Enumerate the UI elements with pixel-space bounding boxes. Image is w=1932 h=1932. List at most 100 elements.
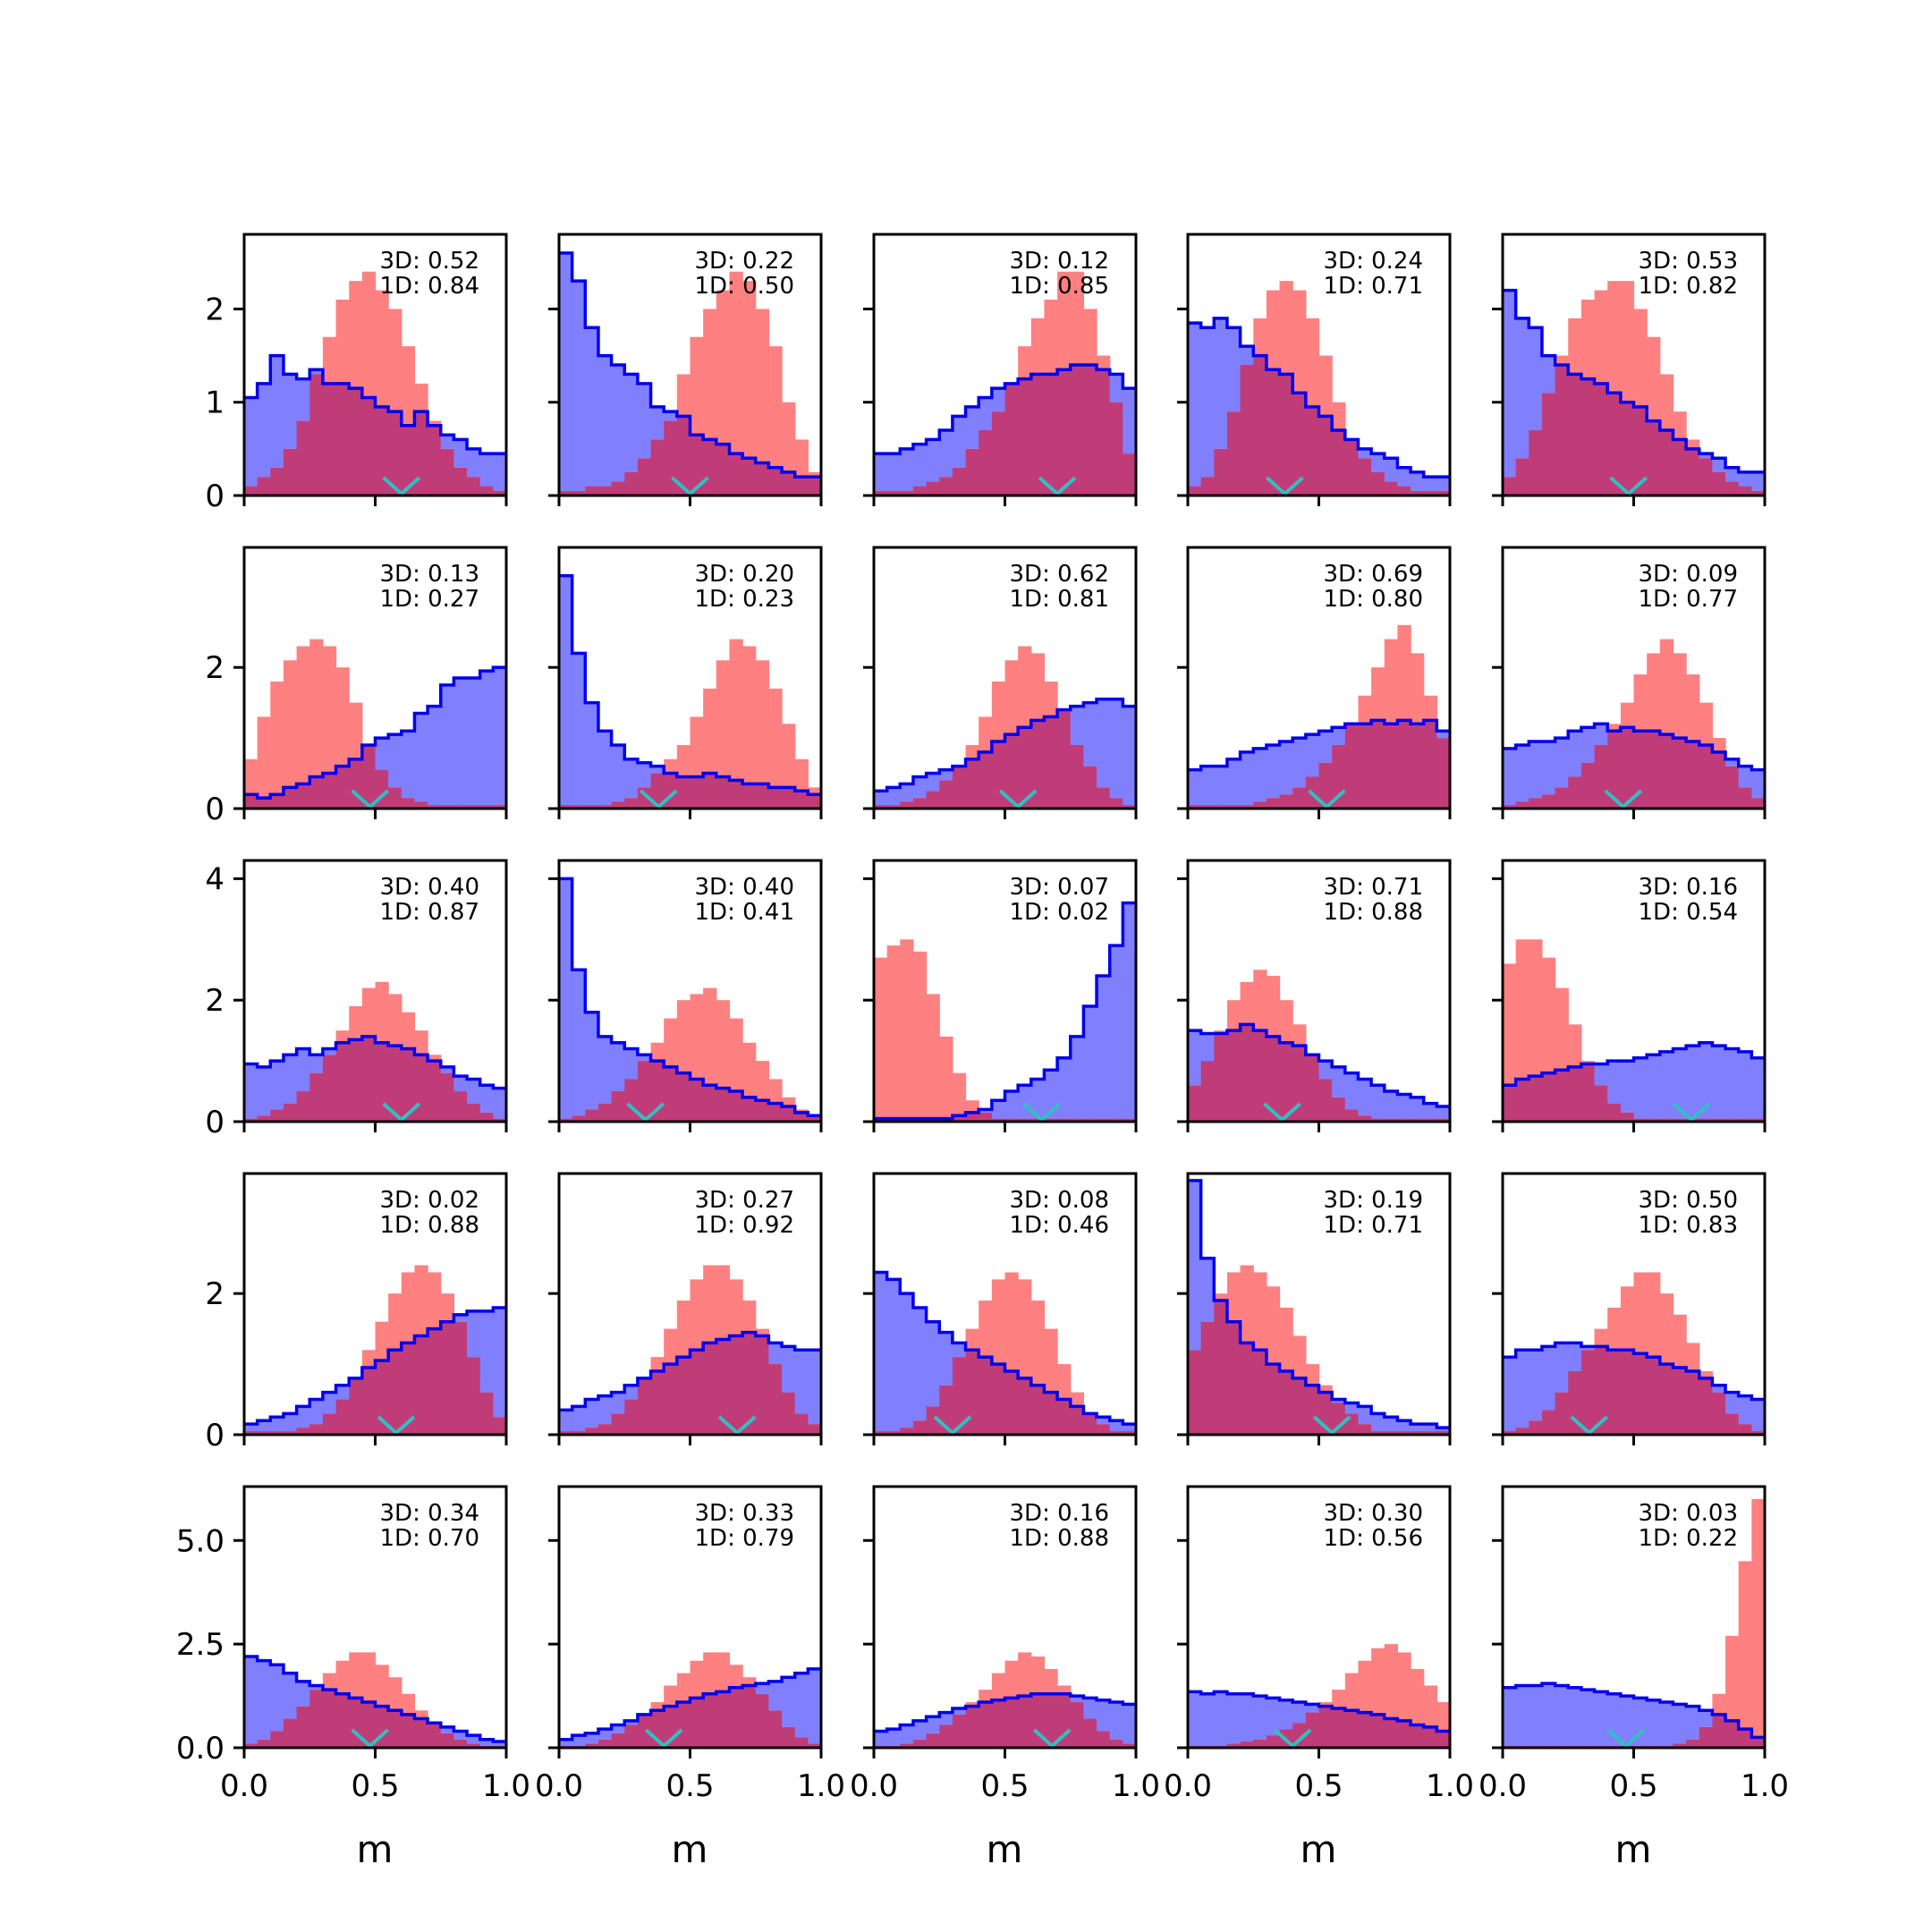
label-1d: 1D: 0.41 xyxy=(695,899,794,926)
estimate-marker xyxy=(998,789,1038,809)
red-bin xyxy=(401,1693,416,1715)
blue-bin xyxy=(572,1406,586,1432)
red-bin xyxy=(1712,738,1726,752)
overlap-bin xyxy=(1057,709,1072,809)
red-bin xyxy=(794,758,809,792)
blue-step-line xyxy=(1503,1341,1765,1402)
blue-bin xyxy=(1188,769,1202,806)
overlap-bin xyxy=(637,458,652,496)
blue-bin xyxy=(309,1399,324,1425)
overlap-bin xyxy=(572,490,586,496)
blue-bin xyxy=(1673,1048,1687,1119)
label-1d: 1D: 0.77 xyxy=(1639,586,1738,613)
blue-bin xyxy=(1397,467,1411,487)
overlap-bin xyxy=(1647,1357,1661,1435)
red-bin xyxy=(401,1272,416,1343)
overlap-bin xyxy=(1411,724,1425,809)
overlap-bin xyxy=(244,1743,258,1748)
estimate-marker xyxy=(1273,1728,1312,1748)
plot-area xyxy=(1503,281,1765,496)
red-bin xyxy=(414,1710,428,1719)
overlap-bin xyxy=(755,462,769,496)
overlap-bin xyxy=(1397,1431,1411,1435)
overlap-bin xyxy=(1292,787,1307,809)
overlap-bin xyxy=(1659,430,1674,496)
red-bin xyxy=(1030,653,1046,721)
red-bin xyxy=(729,1018,743,1092)
red-bin xyxy=(322,336,337,384)
blue-bin xyxy=(926,1716,940,1733)
overlap-bin xyxy=(952,766,967,809)
blue-bin xyxy=(1647,1699,1661,1746)
blue-bin xyxy=(1318,1061,1333,1080)
overlap-bin xyxy=(1214,1301,1228,1435)
overlap-bin xyxy=(768,467,783,496)
blue-bin xyxy=(1659,1051,1674,1119)
overlap-bin xyxy=(1292,393,1307,496)
overlap-bin xyxy=(283,1103,298,1122)
overlap-bin xyxy=(1673,1118,1687,1122)
blue-bin xyxy=(1503,748,1517,806)
blue-bin xyxy=(440,1726,454,1733)
overlap-bin xyxy=(1371,1714,1385,1748)
overlap-bin xyxy=(611,1413,625,1435)
red-bin xyxy=(1659,374,1674,430)
blue-bin xyxy=(1423,1103,1437,1119)
overlap-bin xyxy=(388,411,402,496)
overlap-bin xyxy=(1423,1118,1437,1122)
overlap-bin xyxy=(375,1360,389,1435)
overlap-bin xyxy=(1318,762,1333,809)
overlap-bin xyxy=(782,787,796,809)
red-bin xyxy=(349,702,363,759)
red-bin xyxy=(361,987,377,1037)
blue-bin xyxy=(952,416,967,468)
blue-step-line xyxy=(559,573,821,796)
overlap-bin xyxy=(1423,1726,1437,1748)
blue-bin xyxy=(1200,766,1215,806)
overlap-bin xyxy=(270,1109,284,1122)
label-1d: 1D: 0.46 xyxy=(1010,1212,1109,1239)
blue-bin xyxy=(1725,1048,1740,1119)
overlap-bin xyxy=(1633,1118,1648,1122)
overlap-bin xyxy=(874,490,888,496)
red-bin xyxy=(729,1665,743,1688)
label-3d: 3D: 0.07 xyxy=(1010,874,1109,901)
red-bin xyxy=(886,945,901,1119)
red-bin xyxy=(742,281,757,459)
overlap-bin xyxy=(335,766,350,809)
overlap-bin xyxy=(493,1417,506,1435)
red-bin xyxy=(1568,1024,1582,1067)
blue-bin xyxy=(1529,741,1543,799)
blue-bin xyxy=(979,397,993,430)
overlap-bin xyxy=(637,1714,652,1748)
blue-bin xyxy=(1253,748,1267,802)
overlap-bin xyxy=(349,1698,363,1748)
overlap-bin xyxy=(664,1066,678,1122)
blue-bin xyxy=(585,1399,599,1428)
blue-bin xyxy=(611,1042,625,1092)
overlap-bin xyxy=(1397,720,1411,809)
blue-bin xyxy=(440,684,454,806)
red-bin xyxy=(912,951,928,1119)
overlap-bin xyxy=(440,448,454,496)
overlap-bin xyxy=(1266,798,1281,809)
overlap-bin xyxy=(1018,1377,1032,1435)
overlap-bin xyxy=(585,1743,599,1748)
red-bin xyxy=(1647,1272,1661,1358)
x-tick-label: 0.0 xyxy=(1164,1768,1212,1804)
overlap-bin xyxy=(388,1710,402,1748)
red-bin xyxy=(1332,402,1346,430)
red-bin xyxy=(1371,1648,1385,1715)
overlap-bin xyxy=(1397,1118,1411,1122)
overlap-bin xyxy=(1070,1702,1084,1748)
overlap-bin xyxy=(1200,1321,1215,1435)
blue-bin xyxy=(1580,1690,1596,1746)
overlap-bin xyxy=(467,1357,481,1435)
red-bin xyxy=(349,1652,363,1699)
label-1d: 1D: 0.70 xyxy=(380,1525,479,1552)
red-bin xyxy=(1686,1343,1700,1371)
